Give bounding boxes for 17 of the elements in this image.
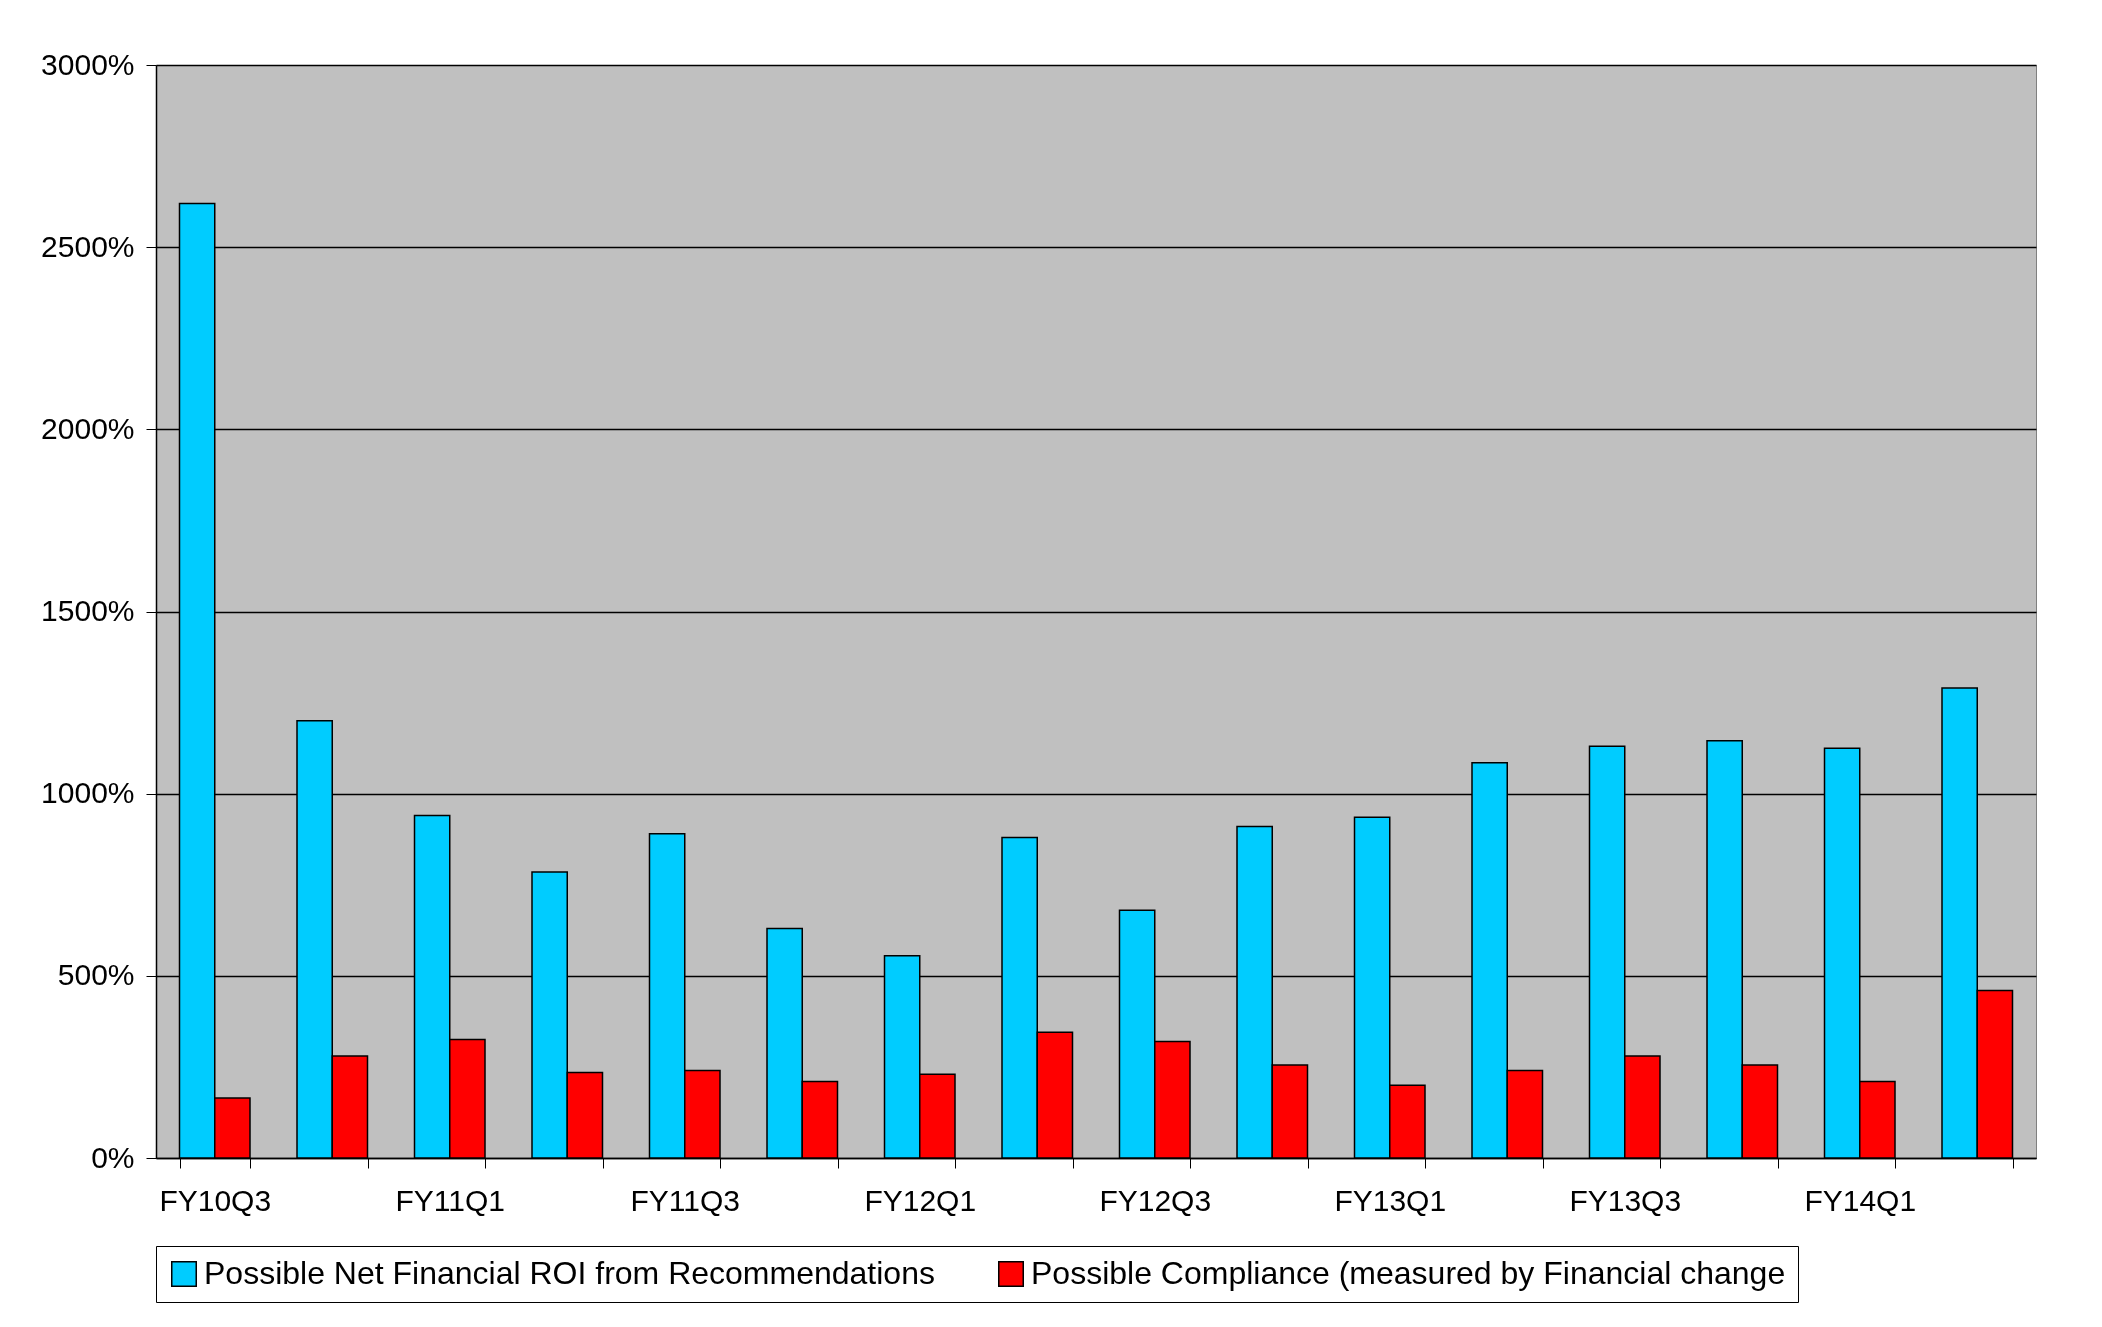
y-tick-label: 3000% <box>41 47 135 81</box>
legend-label: Possible Compliance (measured by Financial change <box>1031 1255 1786 1291</box>
x-tick-label: FY11Q3 <box>630 1183 740 1217</box>
x-tick-label: FY14Q1 <box>1804 1183 1917 1217</box>
y-tick-label: 2500% <box>41 229 135 263</box>
y-tick-label: 2000% <box>41 411 135 445</box>
legend-label: Possible Net Financial ROI from Recommendations <box>204 1255 935 1291</box>
y-tick-label: 1500% <box>41 594 135 627</box>
y-tick-label: 500% <box>57 958 135 992</box>
x-tick-label: FY13Q1 <box>1334 1183 1447 1217</box>
x-tick-label: FY12Q1 <box>864 1183 977 1217</box>
y-tick-label: 0% <box>91 1140 135 1174</box>
x-tick-label: FY12Q3 <box>1099 1183 1212 1217</box>
x-tick-label: FY10Q3 <box>159 1183 272 1217</box>
x-tick-label: FY13Q3 <box>1569 1183 1682 1217</box>
x-tick-label: FY11Q1 <box>395 1183 505 1217</box>
y-tick-label: 1000% <box>41 776 135 810</box>
